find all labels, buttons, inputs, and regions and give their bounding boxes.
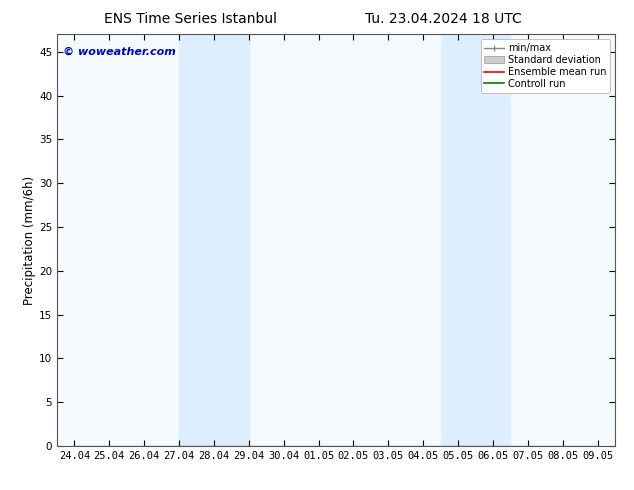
Bar — [441, 34, 510, 446]
Legend: min/max, Standard deviation, Ensemble mean run, Controll run: min/max, Standard deviation, Ensemble me… — [481, 39, 610, 93]
Text: Tu. 23.04.2024 18 UTC: Tu. 23.04.2024 18 UTC — [365, 12, 522, 26]
Bar — [179, 34, 249, 446]
Text: © woweather.com: © woweather.com — [63, 47, 176, 57]
Text: ENS Time Series Istanbul: ENS Time Series Istanbul — [104, 12, 276, 26]
Y-axis label: Precipitation (mm/6h): Precipitation (mm/6h) — [23, 175, 36, 305]
